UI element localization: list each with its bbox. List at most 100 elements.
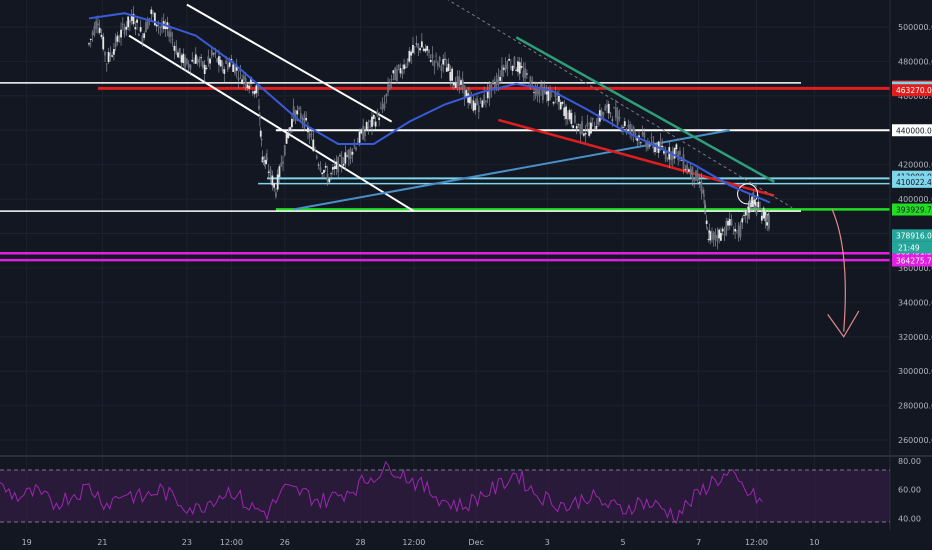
candle-body xyxy=(706,229,709,231)
candle-body xyxy=(449,71,452,81)
candle-body xyxy=(593,128,596,130)
candle-body xyxy=(759,208,761,210)
candle-body xyxy=(677,151,680,160)
candle-body xyxy=(331,167,334,170)
candle-body xyxy=(575,126,578,129)
candle-body xyxy=(415,43,418,45)
candle-body xyxy=(136,19,138,23)
candle-body xyxy=(289,127,292,131)
candle-body xyxy=(141,35,144,43)
candle-body xyxy=(616,110,619,125)
candle-body xyxy=(123,26,126,35)
candle-body xyxy=(703,194,705,197)
candle-body xyxy=(766,222,769,226)
candle-body xyxy=(698,182,701,184)
candle-body xyxy=(246,84,249,89)
candle-body xyxy=(347,150,350,159)
candle-body xyxy=(237,77,240,81)
candle-body xyxy=(127,16,130,28)
time-tick-label: 5 xyxy=(620,538,625,547)
rsi-tick-label: 80.00 xyxy=(898,457,921,466)
candle-body xyxy=(282,161,284,164)
candle-body xyxy=(168,31,170,38)
candle-body xyxy=(561,101,564,104)
candle-body xyxy=(97,23,99,26)
candle-body xyxy=(486,90,489,99)
candle-body xyxy=(666,159,669,161)
price-tick-label: 500000.00 xyxy=(898,23,932,32)
forecast-arrow-head[interactable] xyxy=(827,310,860,338)
trendline-green[interactable] xyxy=(515,36,775,183)
candle-body xyxy=(248,85,251,89)
candle-body xyxy=(627,124,630,128)
candle-body xyxy=(412,45,414,53)
price-tick-label: 400000.00 xyxy=(898,195,932,204)
candle-body xyxy=(559,102,562,110)
candle-body xyxy=(263,156,266,163)
candle-body xyxy=(137,33,140,36)
candle-body xyxy=(661,145,664,148)
time-tick-label: 23 xyxy=(182,538,192,547)
candle-body xyxy=(736,230,738,232)
candle-body xyxy=(200,57,203,59)
candle-body xyxy=(367,126,370,129)
candle-body xyxy=(545,91,548,95)
candle-body xyxy=(467,93,470,103)
time-tick-label: 12:00 xyxy=(220,538,243,547)
candle-body xyxy=(244,77,247,85)
candle-body xyxy=(394,67,397,81)
candle-body xyxy=(534,85,537,96)
candle-body xyxy=(349,148,352,159)
candle-body xyxy=(315,156,318,159)
price-badge-label: 393929.73 xyxy=(896,206,932,215)
time-tick-label: 10 xyxy=(809,538,819,547)
price-badge xyxy=(892,84,932,97)
circle-annotation[interactable] xyxy=(737,183,759,205)
candle-body xyxy=(675,144,678,150)
candle-body xyxy=(442,59,445,65)
candle-body xyxy=(403,64,405,70)
candle-body xyxy=(582,133,585,136)
candle-body xyxy=(760,215,763,221)
forecast-arrow[interactable] xyxy=(831,209,846,332)
candle-body xyxy=(404,66,407,68)
candle-body xyxy=(563,107,566,116)
candle-body xyxy=(744,210,747,216)
candle-body xyxy=(169,32,172,37)
countdown-badge xyxy=(892,241,932,254)
candle-body xyxy=(513,56,516,68)
candle-body xyxy=(374,121,377,127)
candle-body xyxy=(230,58,233,61)
candle-body xyxy=(139,27,142,32)
rsi-axis[interactable]: 40.00 60.00 80.00 xyxy=(0,457,921,524)
candle-body xyxy=(145,22,147,33)
candle-body xyxy=(495,79,498,86)
candle-body xyxy=(631,131,633,132)
candle-body xyxy=(321,172,324,175)
candle-body xyxy=(250,77,252,84)
candle-body xyxy=(444,58,446,60)
candle-body xyxy=(515,69,518,71)
trendline-white-lower[interactable] xyxy=(128,34,415,212)
candle-body xyxy=(390,78,393,81)
candle-body xyxy=(461,79,464,89)
candle-body xyxy=(638,135,640,138)
candle-body xyxy=(111,55,114,57)
candle-body xyxy=(130,14,133,21)
candle-body xyxy=(216,58,219,62)
time-axis[interactable]: 19 21 23 12:00 26 28 12:00 Dec 3 5 7 12:00 10 xyxy=(22,538,820,547)
candle-body xyxy=(741,218,744,223)
candle-body xyxy=(413,46,416,48)
trendline-red[interactable] xyxy=(498,118,775,197)
candle-body xyxy=(161,25,163,28)
candle-body xyxy=(420,41,423,48)
candle-body xyxy=(493,83,496,88)
candle-body xyxy=(721,228,724,232)
candle-body xyxy=(291,118,293,128)
candle-body xyxy=(768,215,770,229)
trendline-white-upper[interactable] xyxy=(186,3,393,123)
candle-body xyxy=(178,48,181,55)
candle-body xyxy=(102,36,105,50)
candle-body xyxy=(609,112,612,115)
